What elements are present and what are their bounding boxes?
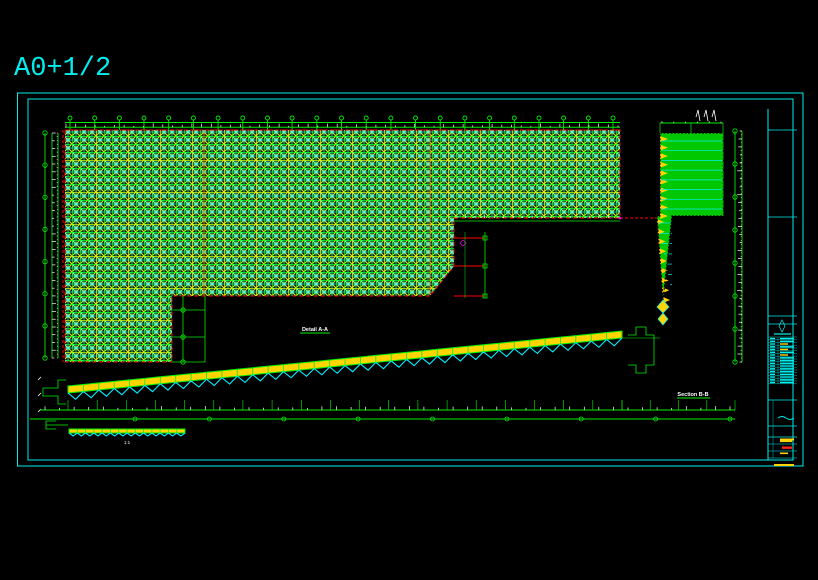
svg-text:Detail A-A: Detail A-A: [302, 327, 328, 333]
svg-text:1:1: 1:1: [124, 440, 131, 445]
svg-text:Section B-B: Section B-B: [677, 392, 708, 398]
